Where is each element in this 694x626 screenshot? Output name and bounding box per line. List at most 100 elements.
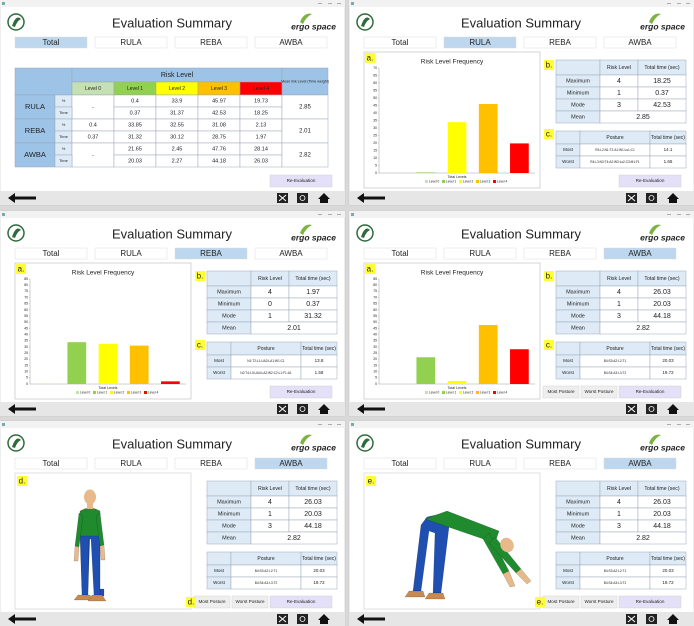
button[interactable] (542, 385, 580, 399)
risk-level: 4 (268, 289, 272, 296)
tab[interactable] (443, 247, 517, 260)
tab[interactable] (603, 457, 677, 470)
button[interactable] (618, 385, 682, 399)
home-button[interactable] (318, 193, 330, 203)
unit-label: Time (59, 134, 69, 139)
tab[interactable] (14, 36, 88, 49)
tab[interactable] (523, 457, 597, 470)
tab[interactable] (363, 247, 437, 260)
back-button[interactable] (8, 614, 36, 624)
legend-label: Level 0 (80, 391, 91, 395)
capture-button[interactable] (646, 193, 657, 203)
tab[interactable] (94, 36, 168, 49)
button[interactable] (231, 595, 269, 609)
page-title: Evaluation Summary (461, 436, 581, 451)
table-cell (599, 321, 687, 335)
row-label: Maximum (217, 289, 241, 295)
marker-box (365, 264, 375, 274)
brand-leaf (649, 224, 661, 235)
tab[interactable] (254, 457, 328, 470)
capture-button[interactable] (297, 193, 308, 203)
button[interactable] (269, 595, 333, 609)
legend-label: Level 0 (429, 180, 440, 184)
legend-label: Level 1 (446, 180, 457, 184)
posture-time: 1.58 (315, 370, 324, 375)
back-button[interactable] (357, 404, 385, 414)
y-tick-label: 75 (373, 289, 377, 293)
home-button[interactable] (318, 614, 330, 624)
button[interactable] (269, 174, 333, 188)
foot (404, 590, 426, 598)
tab[interactable] (363, 457, 437, 470)
back-button[interactable] (8, 193, 36, 203)
back-button[interactable] (357, 614, 385, 624)
logo-figure (361, 17, 370, 27)
tab-label: Total (392, 459, 409, 468)
tab[interactable] (174, 457, 248, 470)
y-tick-label: 5 (375, 163, 377, 167)
y-tick-label: 25 (373, 133, 377, 137)
home-button[interactable] (667, 614, 679, 624)
tab[interactable] (254, 247, 328, 260)
tab[interactable] (94, 457, 168, 470)
tab-label: AWBA (279, 249, 303, 258)
row-label: Mean (571, 114, 585, 120)
window-icon (2, 213, 5, 216)
chart-title: Risk Level Frequency (72, 270, 135, 277)
button[interactable] (269, 385, 333, 399)
home-button[interactable] (667, 193, 679, 203)
tab[interactable] (523, 247, 597, 260)
capture-button[interactable] (297, 614, 308, 624)
tab-label: RULA (120, 38, 142, 47)
back-button[interactable] (8, 404, 36, 414)
tab[interactable] (14, 457, 88, 470)
y-tick-label: 55 (24, 314, 28, 318)
total-time: 0.37 (306, 301, 320, 308)
tab-label: REBA (200, 459, 222, 468)
table-cell (555, 551, 581, 566)
capture-button[interactable] (646, 404, 657, 414)
total-time: 44.18 (653, 523, 671, 530)
tab[interactable] (174, 247, 248, 260)
tab[interactable] (603, 36, 677, 49)
tab[interactable] (603, 247, 677, 260)
posture-code: N1:T2:L1:UA2:LA1:W1:C1 (247, 359, 285, 363)
button[interactable] (618, 174, 682, 188)
home-button[interactable] (667, 404, 679, 414)
excel-glyph (278, 194, 287, 202)
table-cell (555, 480, 601, 497)
tab[interactable] (363, 36, 437, 49)
back-button[interactable] (357, 193, 385, 203)
figure-frame (363, 472, 541, 610)
tab[interactable] (443, 457, 517, 470)
capture-button[interactable] (646, 614, 657, 624)
marker-label: b. (197, 272, 204, 281)
total-time: 20.03 (304, 511, 322, 518)
posture-time: 20.03 (313, 568, 325, 573)
tab-label: RULA (469, 459, 491, 468)
button[interactable] (580, 385, 618, 399)
capture-button[interactable] (297, 404, 308, 414)
tab[interactable] (523, 36, 597, 49)
app-window: Evaluation Summary ergo space Total RULA REB… (348, 420, 694, 626)
method-name: AWBA (24, 150, 46, 159)
window-titlebar (349, 211, 694, 218)
tab[interactable] (254, 36, 328, 49)
cell-value: 31.32 (128, 134, 142, 140)
y-tick-label: 15 (373, 148, 377, 152)
row-label: Mode (571, 313, 585, 319)
home-button[interactable] (318, 404, 330, 414)
tab[interactable] (174, 36, 248, 49)
legend-label: Level 2 (463, 180, 474, 184)
tab[interactable] (94, 247, 168, 260)
tab[interactable] (14, 247, 88, 260)
logo-figure (12, 228, 21, 238)
button[interactable] (618, 595, 682, 609)
legend-swatch (442, 180, 445, 183)
tab[interactable] (443, 36, 517, 49)
capture-glyph (299, 195, 306, 201)
button[interactable] (580, 595, 618, 609)
cell-value: 21.65 (128, 146, 142, 152)
y-tick-label: 30 (373, 126, 377, 130)
y-tick-label: 15 (24, 363, 28, 367)
